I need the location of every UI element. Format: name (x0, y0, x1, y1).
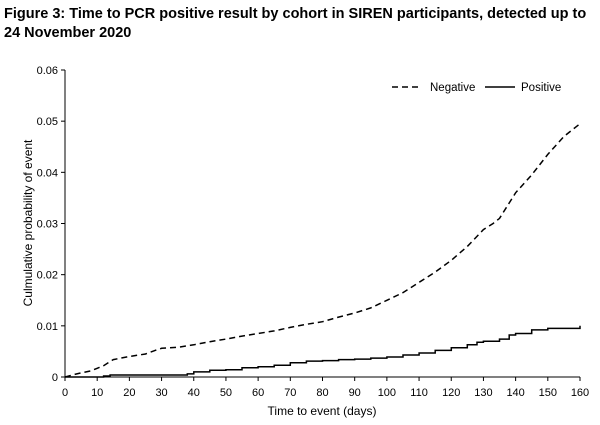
x-tick-label: 30 (155, 387, 167, 399)
y-tick-label: 0 (52, 372, 58, 384)
x-tick-label: 40 (188, 387, 200, 399)
x-tick-label: 50 (220, 387, 232, 399)
figure-title: Figure 3: Time to PCR positive result by… (4, 6, 587, 41)
x-tick-label: 0 (62, 387, 68, 399)
x-tick-label: 160 (571, 387, 589, 399)
x-tick-label: 120 (442, 387, 460, 399)
y-tick-label: 0.02 (37, 270, 58, 282)
legend-label-negative: Negative (430, 82, 475, 94)
y-tick-label: 0.03 (37, 219, 58, 231)
x-axis-label: Time to event (days) (268, 404, 377, 418)
x-tick-label: 150 (539, 387, 557, 399)
x-tick-label: 10 (91, 387, 103, 399)
y-tick-label: 0.04 (37, 167, 58, 179)
y-axis-label: Culmulative probability of event (21, 139, 35, 306)
series-line-negative (64, 123, 581, 378)
y-tick-label: 0.05 (37, 116, 58, 128)
x-tick-label: 140 (506, 387, 524, 399)
y-ticks: 0 0.01 0.02 0.03 0.04 0.05 0.06 (37, 65, 65, 384)
x-tick-label: 110 (410, 387, 428, 399)
series-line-positive (65, 325, 581, 378)
x-tick-label: 80 (316, 387, 328, 399)
x-tick-label: 20 (123, 387, 135, 399)
x-tick-label: 130 (474, 387, 492, 399)
series-lines (64, 123, 581, 378)
x-tick-label: 100 (378, 387, 396, 399)
legend-label-positive: Positive (521, 82, 561, 94)
x-ticks: 0 10 20 30 40 50 60 70 80 90 100 110 120 130 140 150 160 (62, 377, 589, 399)
legend: Negative Positive (392, 82, 561, 94)
y-tick-label: 0.06 (37, 65, 58, 77)
x-tick-label: 90 (349, 387, 361, 399)
x-tick-label: 70 (284, 387, 296, 399)
x-tick-label: 60 (252, 387, 264, 399)
axes (64, 70, 580, 378)
y-tick-label: 0.01 (37, 321, 58, 333)
